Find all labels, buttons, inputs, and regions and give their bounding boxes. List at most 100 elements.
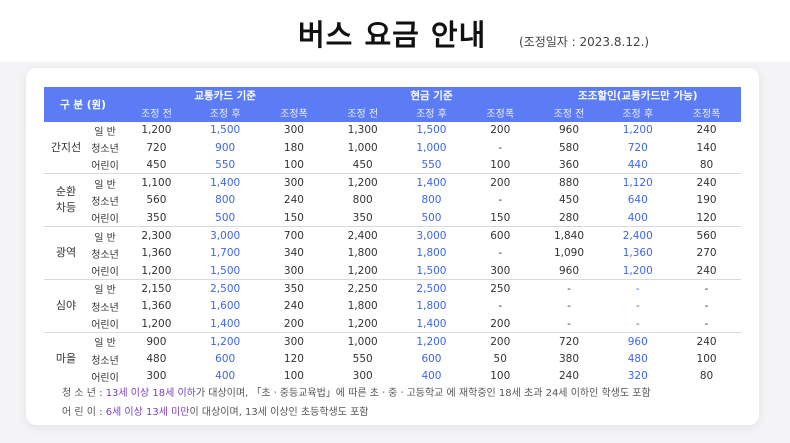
fare-change: 50 — [493, 353, 507, 366]
fare-change: 300 — [283, 264, 304, 277]
fare-before: 2,300 — [122, 226, 191, 245]
fare-before: 550 — [352, 353, 373, 366]
fare-change: 140 — [696, 141, 717, 154]
table-row: 순환 차등 일 반 1,100 1,400 300 1,200 1,400 200 880 1,1… — [44, 173, 741, 227]
fare-after: 960 — [603, 332, 673, 351]
fare-before: 1,840 — [534, 226, 604, 245]
fare-change: 250 — [465, 279, 535, 298]
fare-after: 550 — [421, 158, 442, 171]
table-row: 어린이 450 550 100 450 550 100 360 440 80 — [44, 156, 741, 174]
fare-change: 700 — [259, 226, 329, 245]
passenger-type: 일 반 — [88, 279, 123, 298]
group-header-early-discount: 조조할인(교통카드만 가능) — [534, 87, 741, 105]
fare-notes: 청 소 년 : 13세 이상 18세 이하가 대상이며, 「초ㆍ중등교육법」에 … — [62, 384, 651, 422]
fare-after: 550 — [215, 158, 236, 171]
fare-after: 600 — [215, 353, 236, 366]
fare-before: 880 — [534, 173, 604, 192]
fare-after: - — [635, 317, 640, 330]
group-header-cash: 현금 기준 — [328, 87, 535, 105]
adjustment-date: (조정일자 : 2023.8.12.) — [519, 35, 650, 49]
fare-change: - — [498, 194, 503, 207]
fare-change: 100 — [490, 370, 511, 383]
subcol-header: 조정폭 — [465, 104, 535, 122]
fare-before: 900 — [122, 332, 191, 351]
fare-before: 1,200 — [141, 317, 172, 330]
fare-before: 1,300 — [347, 124, 378, 137]
fare-after: 1,400 — [416, 317, 447, 330]
fare-after: 640 — [627, 194, 648, 207]
fare-after: 1,700 — [210, 247, 241, 260]
fare-before: 1,100 — [122, 173, 191, 192]
fare-before: 450 — [352, 158, 373, 171]
fare-after: 1,360 — [622, 247, 653, 260]
fare-after: 500 — [215, 211, 236, 224]
fare-change: - — [498, 247, 503, 260]
fare-before: 240 — [558, 370, 580, 383]
fare-after: - — [635, 300, 640, 313]
table-row: 청소년 560 800 240 800 800 - 450 640 190 — [44, 192, 741, 209]
fare-change: 300 — [259, 173, 329, 192]
fare-before: 720 — [146, 141, 167, 154]
fare-change: 350 — [259, 279, 329, 298]
fare-after: 1,000 — [416, 141, 447, 154]
fare-before: 2,250 — [328, 279, 398, 298]
fare-after: 800 — [421, 194, 442, 207]
table-row: 어린이 1,200 1,500 300 1,200 1,500 300 960 1,200 240 — [44, 262, 741, 280]
subcol-header: 조정 후 — [397, 104, 466, 122]
fare-after: 400 — [627, 211, 648, 224]
fare-before: - — [534, 279, 604, 298]
note-teen-label: 청 소 년 : — [62, 388, 106, 399]
fare-change: 180 — [283, 141, 304, 154]
fare-change: 120 — [696, 211, 717, 224]
note-child-age-range: 6세 이상 13세 미만 — [105, 407, 190, 418]
fare-after: 3,000 — [397, 226, 466, 245]
table-row: 청소년 1,360 1,600 240 1,800 1,800 - - - - — [44, 298, 741, 315]
fare-before: 1,200 — [347, 264, 378, 277]
fare-change: 300 — [283, 124, 304, 137]
fare-after: 1,120 — [603, 173, 673, 192]
passenger-type: 청소년 — [91, 302, 119, 314]
note-teen-age-range: 13세 이상 18세 이하 — [105, 388, 196, 399]
fare-change: 200 — [465, 173, 535, 192]
fare-before: 1,200 — [328, 173, 398, 192]
passenger-type: 일 반 — [88, 226, 123, 245]
fare-before: 1,200 — [141, 124, 172, 137]
passenger-type: 어린이 — [91, 320, 119, 331]
fare-before: - — [567, 317, 571, 330]
fare-before: 1,000 — [328, 332, 398, 351]
fare-before: 450 — [558, 194, 580, 207]
fare-before: 1,090 — [553, 247, 585, 260]
fare-change: 560 — [672, 226, 741, 245]
fare-change: 270 — [696, 247, 717, 260]
fare-change: 100 — [283, 370, 304, 383]
fare-before: 350 — [146, 211, 167, 224]
note-teen: 청 소 년 : 13세 이상 18세 이하가 대상이며, 「초ㆍ중등교육법」에 … — [62, 384, 651, 403]
passenger-type: 어린이 — [91, 372, 119, 384]
fare-change: 190 — [696, 194, 717, 207]
fare-after: 600 — [421, 353, 442, 366]
fare-before: 580 — [558, 141, 580, 154]
fare-after: 1,400 — [190, 173, 260, 192]
fare-change: 240 — [283, 194, 304, 207]
passenger-type: 어린이 — [91, 161, 119, 173]
fare-change: 100 — [490, 158, 511, 171]
fare-change: 150 — [490, 211, 511, 224]
table-row: 어린이 300 400 100 300 400 100 240 320 80 — [44, 368, 741, 385]
fare-before: 960 — [558, 264, 580, 277]
fare-before: 300 — [352, 370, 373, 383]
subcol-header: 조정폭 — [672, 104, 741, 122]
table-row: 심야 일 반 2,150 2,500 350 2,250 2,500 250- - - — [44, 279, 741, 333]
fare-change: 200 — [465, 332, 535, 351]
fare-table-body: 간지선 일 반 1,200 1,500 300 1,300 1,500 200 960 1,200… — [44, 122, 741, 386]
fare-change: 80 — [699, 370, 714, 383]
fare-after: 800 — [215, 194, 236, 207]
subcol-header: 조정 전 — [122, 104, 191, 122]
subcol-header: 조정 전 — [534, 104, 604, 122]
table-group-header-row: 구 분 (원) 교통카드 기준 현금 기준 조조할인(교통카드만 가능) — [44, 87, 741, 122]
passenger-type: 일 반 — [88, 332, 123, 351]
fare-change: 80 — [699, 158, 714, 171]
fare-before: 560 — [146, 194, 167, 207]
fare-after: 2,500 — [190, 279, 260, 298]
route-category: 마을 — [44, 332, 88, 386]
fare-before: 280 — [558, 211, 580, 224]
